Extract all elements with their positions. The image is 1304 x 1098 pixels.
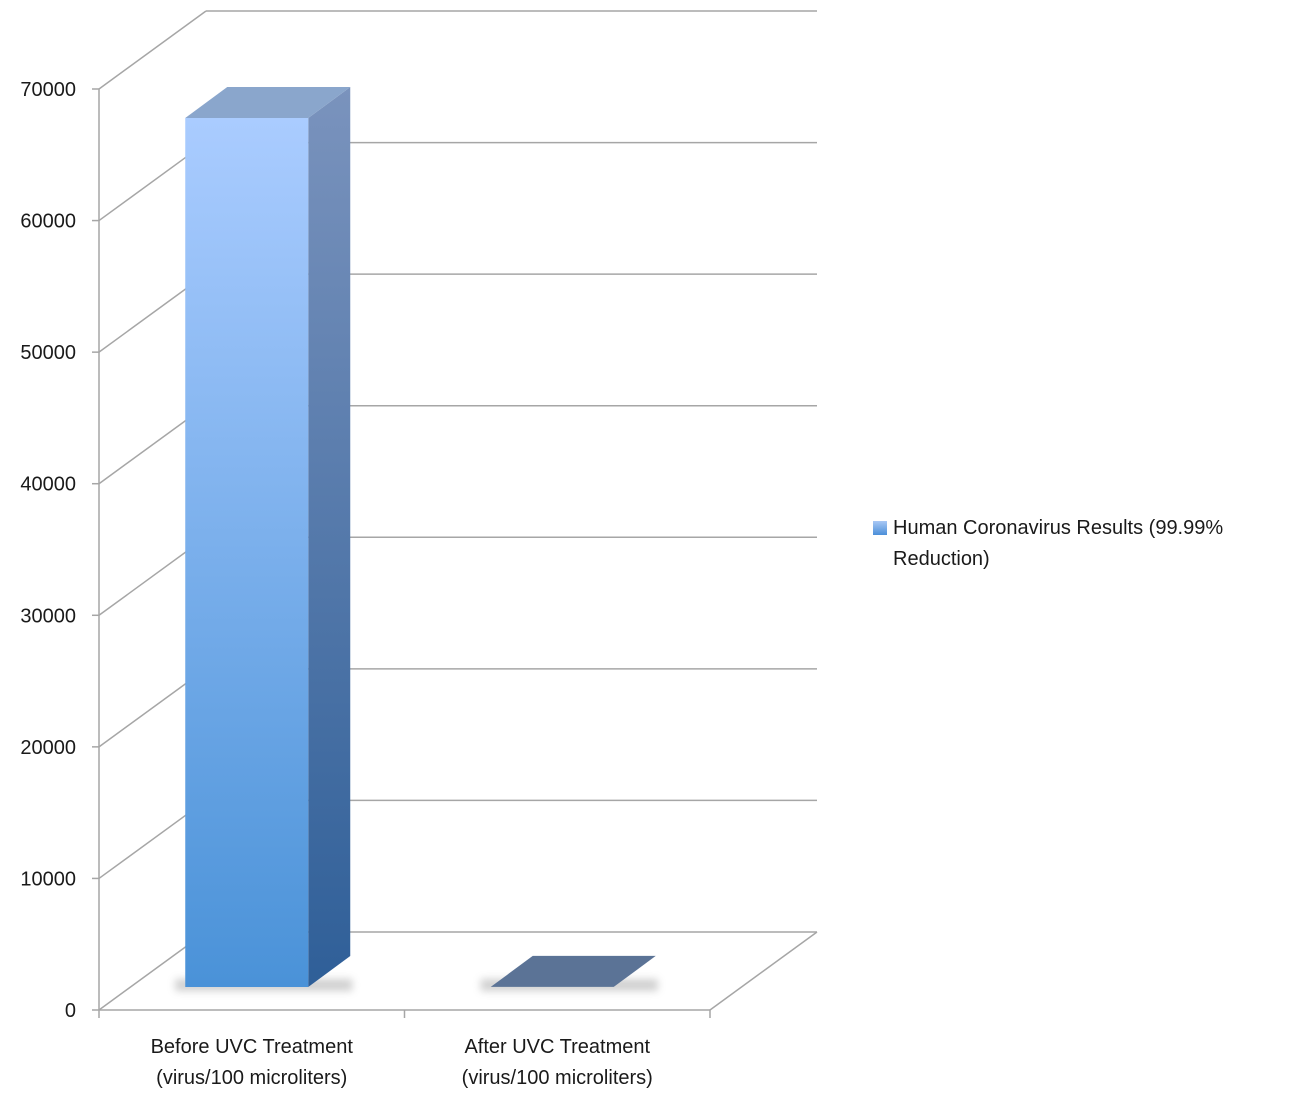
x-category-label: (virus/100 microliters) (156, 1067, 347, 1089)
x-category-label: (virus/100 microliters) (462, 1067, 653, 1089)
y-tick-label: 10000 (20, 868, 76, 890)
x-category-label: After UVC Treatment (464, 1036, 650, 1058)
legend: Human Coronavirus Results (99.99% Reduct… (873, 513, 1293, 575)
floor-right-edge (709, 931, 818, 1011)
legend-swatch (873, 521, 887, 535)
y-tick-label: 50000 (20, 342, 76, 364)
x-category-label: Before UVC Treatment (151, 1036, 354, 1058)
side-grid-line (98, 10, 207, 90)
y-tick-label: 40000 (20, 474, 76, 496)
bar (185, 118, 309, 987)
y-tick-label: 60000 (20, 211, 76, 233)
y-tick-label: 0 (65, 1000, 76, 1022)
bar-top (185, 87, 351, 118)
y-tick-label: 70000 (20, 79, 76, 101)
bar-top (490, 955, 656, 987)
y-tick-label: 30000 (20, 605, 76, 627)
y-tick-label: 20000 (20, 737, 76, 759)
legend-label: Human Coronavirus Results (99.99% Reduct… (893, 517, 1224, 570)
bar-side (308, 87, 351, 987)
